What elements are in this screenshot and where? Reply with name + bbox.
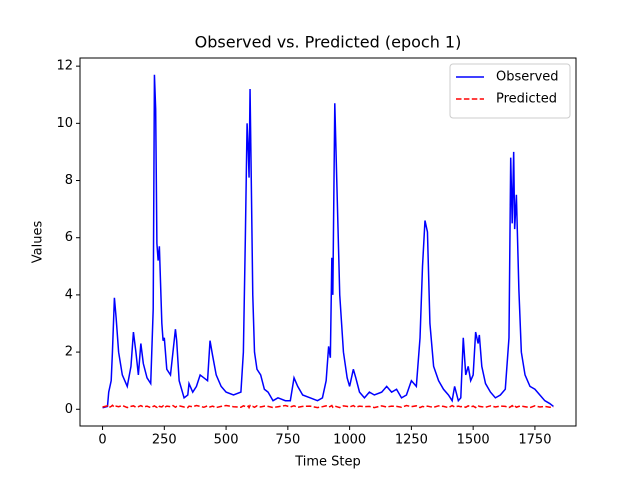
y-tick-label: 2 <box>65 345 73 360</box>
y-tick-label: 4 <box>65 287 73 302</box>
y-tick-label: 6 <box>65 230 73 245</box>
legend-label: Predicted <box>496 92 557 107</box>
series-line <box>102 74 554 409</box>
y-axis-label: Values <box>31 221 46 264</box>
x-tick-label: 1000 <box>333 433 366 448</box>
plot-frame <box>79 57 577 427</box>
y-tick-label: 12 <box>56 59 73 74</box>
y-tick-label: 8 <box>65 173 73 188</box>
series-line <box>102 404 554 410</box>
x-axis-label: Time Step <box>294 455 361 470</box>
y-tick-label: 0 <box>65 402 73 417</box>
y-tick-label: 10 <box>56 116 73 131</box>
x-tick-label: 1750 <box>518 433 551 448</box>
x-tick-label: 1250 <box>395 433 428 448</box>
x-tick-label: 0 <box>98 433 106 448</box>
x-tick-label: 750 <box>275 433 300 448</box>
x-tick-label: 500 <box>214 433 239 448</box>
x-tick-label: 1500 <box>457 433 490 448</box>
x-tick-label: 250 <box>152 433 177 448</box>
chart-title: Observed vs. Predicted (epoch 1) <box>195 33 462 52</box>
legend-label: Observed <box>496 70 559 85</box>
